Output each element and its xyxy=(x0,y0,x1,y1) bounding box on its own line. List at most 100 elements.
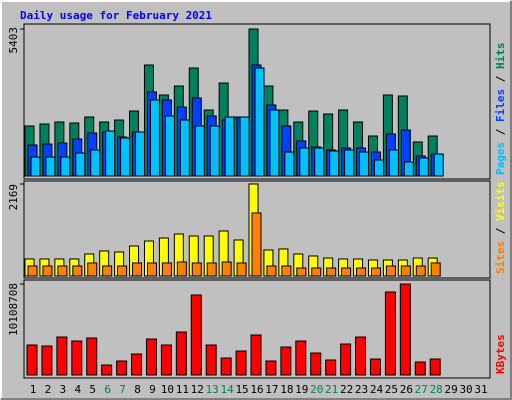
x-tick-label: 21 xyxy=(325,383,338,396)
x-tick-label: 5 xyxy=(89,383,96,396)
bar xyxy=(90,149,101,177)
bar xyxy=(269,109,280,177)
bar xyxy=(340,343,352,376)
y-tick-label: 5403 xyxy=(7,27,20,54)
bar xyxy=(250,334,262,376)
bar xyxy=(135,131,146,177)
bar xyxy=(75,152,86,177)
bar xyxy=(194,125,205,177)
bar xyxy=(205,344,217,376)
bar xyxy=(284,151,295,177)
bar xyxy=(132,262,143,277)
x-tick-label: 16 xyxy=(250,383,263,396)
bar xyxy=(325,359,337,376)
bar xyxy=(369,358,381,376)
bar xyxy=(145,338,157,376)
x-tick-label: 29 xyxy=(445,383,458,396)
bar xyxy=(176,261,187,277)
legend-entry: Visits xyxy=(494,181,507,221)
bar xyxy=(385,265,396,277)
y-tick-label: 10108708 xyxy=(7,283,20,336)
bar xyxy=(190,294,202,376)
chart-title: Daily usage for February 2021 xyxy=(20,9,212,22)
x-tick-label: 14 xyxy=(221,383,235,396)
bar xyxy=(356,267,367,277)
bar xyxy=(27,265,38,277)
bar xyxy=(102,265,113,277)
x-tick-label: 10 xyxy=(161,383,174,396)
bar xyxy=(314,147,325,177)
legend: KBytes xyxy=(494,334,507,374)
bar xyxy=(206,262,217,277)
bar xyxy=(251,212,262,277)
bar xyxy=(45,156,56,177)
bar xyxy=(239,116,250,177)
bar xyxy=(120,137,131,177)
bar xyxy=(295,340,307,376)
x-tick-label: 12 xyxy=(191,383,204,396)
bar xyxy=(326,267,337,277)
bar xyxy=(429,358,441,376)
bar xyxy=(221,261,232,277)
x-tick-label: 8 xyxy=(134,383,141,396)
x-tick-label: 6 xyxy=(104,383,111,396)
x-tick-label: 4 xyxy=(74,383,81,396)
bar xyxy=(26,344,38,376)
bar xyxy=(56,336,68,376)
legend: Pages / Files / Hits xyxy=(494,43,507,176)
x-tick-label: 2 xyxy=(45,383,52,396)
bar xyxy=(415,265,426,277)
x-tick-label: 20 xyxy=(310,383,323,396)
bar xyxy=(418,157,429,177)
bar xyxy=(161,262,172,277)
x-tick-label: 24 xyxy=(370,383,384,396)
bar xyxy=(72,265,83,277)
bar xyxy=(105,130,116,177)
bar xyxy=(329,150,340,177)
bar xyxy=(224,116,235,177)
bar xyxy=(399,283,411,376)
legend-separator: / xyxy=(494,221,507,241)
bar xyxy=(370,267,381,277)
x-tick-label: 19 xyxy=(295,383,308,396)
x-tick-label: 28 xyxy=(430,383,443,396)
bar xyxy=(414,361,426,376)
bar xyxy=(433,153,444,177)
bar xyxy=(373,159,384,177)
bar xyxy=(265,360,277,376)
bar xyxy=(400,265,411,277)
bar xyxy=(86,337,98,376)
x-tick-label: 23 xyxy=(355,383,368,396)
bar xyxy=(131,353,143,376)
legend-entry: KBytes xyxy=(494,334,507,374)
x-tick-label: 13 xyxy=(206,383,219,396)
x-tick-label: 11 xyxy=(176,383,189,396)
x-tick-label: 26 xyxy=(400,383,413,396)
bar xyxy=(341,267,352,277)
x-tick-label: 30 xyxy=(459,383,472,396)
bar xyxy=(149,99,160,177)
legend-entry: Files xyxy=(494,89,507,122)
bar xyxy=(41,345,53,376)
bar xyxy=(179,119,190,177)
bar xyxy=(281,265,292,277)
bar xyxy=(266,265,277,277)
bar xyxy=(220,357,232,376)
bar xyxy=(146,262,157,277)
x-tick-label: 3 xyxy=(60,383,67,396)
bar xyxy=(344,149,355,177)
bar xyxy=(430,262,441,277)
x-tick-label: 22 xyxy=(340,383,353,396)
bar xyxy=(359,151,370,177)
x-tick-label: 31 xyxy=(474,383,487,396)
bar xyxy=(236,262,247,277)
legend-entry: Sites xyxy=(494,241,507,274)
bar xyxy=(299,147,310,177)
bar xyxy=(87,262,98,277)
legend-entry: Hits xyxy=(494,43,507,70)
bar xyxy=(60,156,71,177)
x-tick-label: 17 xyxy=(265,383,278,396)
